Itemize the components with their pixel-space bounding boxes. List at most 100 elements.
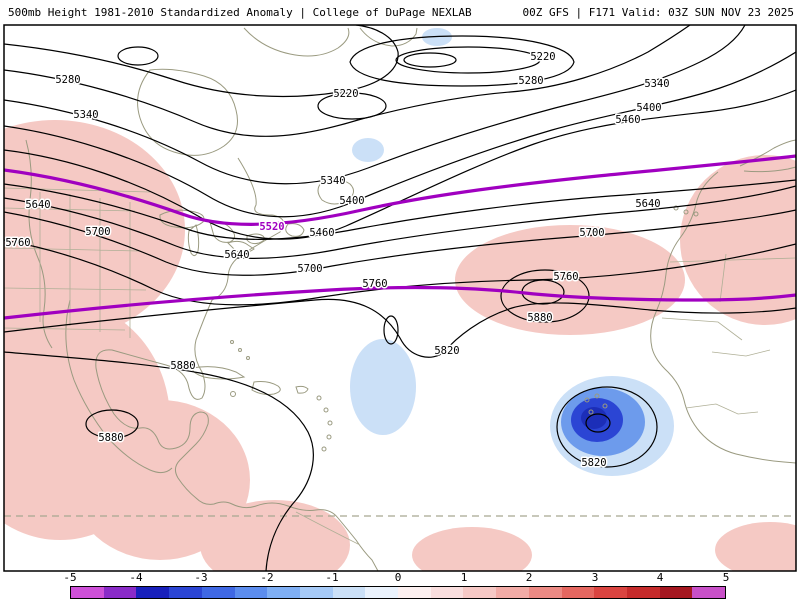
contour-label: 5820 — [434, 345, 459, 357]
island-dot — [602, 403, 608, 409]
contour-5760 — [4, 239, 796, 306]
contour-5820-low-closed — [556, 386, 658, 468]
contour-5880-mexico-closed — [85, 409, 139, 439]
contour-label: 5640 — [25, 199, 50, 211]
contour-label: 5880 — [527, 312, 552, 324]
contour-label: 5760 — [553, 271, 578, 283]
contour-label: 5460 — [309, 227, 334, 239]
island-dot — [683, 209, 689, 215]
island-dot — [588, 409, 594, 415]
colorbar-segment — [463, 587, 497, 598]
anomaly-blob — [350, 339, 416, 435]
map-border — [3, 24, 797, 572]
anomaly-blob — [715, 522, 796, 571]
colorbar-tick: 2 — [525, 571, 533, 584]
south-america-river — [295, 511, 361, 546]
coastline-pacific-northwest — [25, 139, 53, 349]
colorbar-segment — [71, 587, 104, 598]
contour-label: 5880 — [170, 360, 195, 372]
highlight-contours — [4, 154, 796, 320]
contour-5280-open — [4, 25, 691, 137]
colorbar-tick: 1 — [460, 571, 468, 584]
island-dot — [673, 205, 679, 211]
island-dot — [246, 356, 250, 360]
contour-5640 — [4, 185, 796, 259]
contour-label: 5640 — [224, 249, 249, 261]
colorbar-segment — [332, 587, 366, 598]
colorbar-tick: 0 — [394, 571, 402, 584]
anomaly-blob — [4, 120, 185, 340]
anomaly-blob — [581, 407, 607, 429]
contour-5220-closed-loop — [395, 46, 541, 74]
contour-5820-highlight — [4, 285, 796, 320]
coastline-puerto-rico — [295, 385, 309, 394]
product-title: 500mb Height 1981-2010 Standardized Anom… — [8, 6, 472, 19]
colorbar-tick: 5 — [722, 571, 730, 584]
anomaly-blob — [680, 155, 796, 325]
colorbar-segment — [561, 587, 595, 598]
contour-5880-midatlantic-inner — [521, 279, 565, 305]
colorbar-segment — [267, 587, 300, 598]
colorbar-tick: -3 — [194, 571, 208, 584]
contour-innermost-oval — [403, 52, 457, 68]
colorbar-segment — [234, 587, 268, 598]
colorbar-segment — [398, 587, 431, 598]
contour-5700 — [4, 209, 796, 276]
contour-label: 5280 — [55, 74, 80, 86]
island-dot — [321, 446, 327, 452]
coastline-east-north-america — [95, 157, 379, 571]
contour-label: 5340 — [644, 78, 669, 90]
coastline-hudson-bay — [137, 68, 238, 156]
lesser-antilles-islands — [230, 391, 333, 452]
colorbar-segment — [659, 587, 693, 598]
colorbar-segment — [365, 587, 399, 598]
contour-label: 5640 — [635, 198, 660, 210]
contour-5880-west — [4, 351, 314, 571]
contour-labels: 5280 5340 5640 5700 5760 5220 5280 5220 … — [4, 50, 671, 471]
contour-small-closed-atlantic — [383, 315, 399, 345]
contour-5220-small-loop — [317, 92, 387, 120]
colorbar-segment — [594, 587, 627, 598]
colorbar-segment — [169, 587, 202, 598]
contour-label: 5280 — [518, 75, 543, 87]
anomaly-blob — [70, 400, 250, 560]
colorbar-segment — [201, 587, 235, 598]
model-valid-time: 00Z GFS | F171 Valid: 03Z SUN NOV 23 202… — [522, 6, 794, 19]
colorbar-segment — [496, 587, 529, 598]
title-bar: 500mb Height 1981-2010 Standardized Anom… — [8, 6, 794, 19]
colorbar-tick: -5 — [63, 571, 77, 584]
island-dot — [316, 395, 322, 401]
island-dot — [326, 434, 332, 440]
contour-label: 5760 — [362, 278, 387, 290]
island-dot — [594, 393, 600, 399]
contour-5520-highlight — [4, 154, 796, 226]
anomaly-blob — [352, 138, 384, 162]
bahamas-islands — [230, 340, 250, 360]
contour-label: 5460 — [615, 114, 640, 126]
colorbar-segment — [692, 587, 726, 598]
contour-label: 5700 — [297, 263, 322, 275]
colorbar-segment — [528, 587, 562, 598]
island-dot — [230, 340, 234, 344]
contour-label: 5760 — [5, 237, 30, 249]
contour-label: 5340 — [73, 109, 98, 121]
contour-label: 5340 — [320, 175, 345, 187]
contour-label: 5700 — [85, 226, 110, 238]
contour-label: 5820 — [581, 457, 606, 469]
contour-label: 5220 — [333, 88, 358, 100]
colorbar-segment — [299, 587, 333, 598]
contour-5280-closed-loop — [349, 35, 575, 87]
contour-label: 5700 — [579, 227, 604, 239]
colorbar-segment — [103, 587, 137, 598]
contour-5340 — [4, 25, 746, 185]
contour-5580 — [4, 179, 796, 240]
island-dot — [230, 391, 236, 397]
contour-5820-open — [4, 298, 796, 358]
geography — [4, 27, 796, 571]
contour-label: 5400 — [636, 102, 661, 114]
anomaly-blob — [200, 500, 350, 571]
great-lakes — [159, 209, 265, 257]
island-dot — [323, 407, 329, 413]
